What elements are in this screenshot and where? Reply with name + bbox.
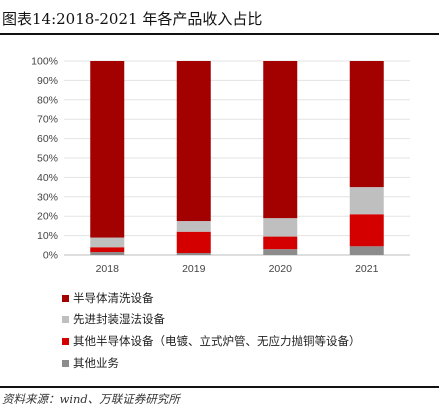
stacked-bar-chart: 0%10%20%30%40%50%60%70%80%90%100% 2018 20…	[31, 56, 410, 275]
legend-swatch	[62, 294, 69, 302]
x-tick-label: 2020	[269, 263, 293, 275]
y-tick-label: 90%	[37, 75, 58, 87]
y-tick-label: 30%	[37, 191, 58, 203]
bar-segment	[176, 253, 211, 255]
bar-segment	[349, 187, 384, 215]
bar-segment	[263, 236, 298, 250]
y-tick-label: 10%	[37, 230, 58, 242]
title-underline	[0, 33, 439, 35]
x-axis-ticks: 2018 2019 2020 2021	[96, 263, 379, 275]
source-rule	[0, 386, 439, 388]
y-tick-label: 60%	[37, 133, 58, 145]
legend-label: 半导体清洗设备	[73, 291, 154, 305]
bar-segment	[90, 247, 125, 253]
bar-segment	[176, 221, 211, 232]
y-tick-label: 20%	[37, 211, 58, 223]
y-tick-label: 50%	[37, 153, 58, 165]
source-note: 资料来源：wind、万联证券研究所	[2, 392, 180, 406]
bar-segment	[90, 237, 125, 248]
bar-segment	[349, 61, 384, 188]
legend-item-packaging-wet-equipment: 先进封装湿法设备	[62, 311, 165, 327]
bar-segment	[176, 231, 211, 254]
y-tick-label: 80%	[37, 94, 58, 106]
x-tick-label: 2018	[96, 263, 120, 275]
legend-swatch	[62, 337, 69, 345]
bar-segment	[176, 61, 211, 222]
y-tick-label: 100%	[31, 56, 58, 68]
chart-title-bar: 图表14:2018-2021 年各产品收入占比	[0, 0, 439, 35]
x-tick-label: 2021	[355, 263, 379, 275]
bar-segment	[90, 252, 125, 255]
bar-segment	[349, 214, 384, 247]
legend-item-other-semiconductor-equipment: 其他半导体设备（电镀、立式炉管、无应力抛铜等设备）	[62, 333, 361, 349]
bar-segment	[263, 61, 298, 219]
bar-segment	[263, 249, 298, 255]
bar-segment	[90, 61, 125, 238]
legend-swatch	[62, 315, 69, 323]
legend-swatch	[62, 359, 69, 367]
legend-item-cleaning-equipment: 半导体清洗设备	[62, 290, 154, 306]
y-tick-label: 40%	[37, 172, 58, 184]
legend-item-other-business: 其他业务	[62, 355, 119, 371]
bars	[90, 61, 384, 255]
y-tick-label: 0%	[43, 250, 58, 262]
legend-label: 先进封装湿法设备	[73, 312, 165, 326]
x-tick-label: 2019	[182, 263, 206, 275]
y-axis-ticks: 0% 10% 20% 30% 40% 50% 60% 70% 80% 90% 100%	[31, 56, 58, 262]
bar-segment	[349, 246, 384, 255]
legend-label: 其他业务	[73, 356, 119, 370]
chart-title: 图表14:2018-2021 年各产品收入占比	[2, 10, 263, 28]
legend-label: 其他半导体设备（电镀、立式炉管、无应力抛铜等设备）	[73, 334, 361, 348]
bar-segment	[263, 218, 298, 237]
y-tick-label: 70%	[37, 114, 58, 126]
